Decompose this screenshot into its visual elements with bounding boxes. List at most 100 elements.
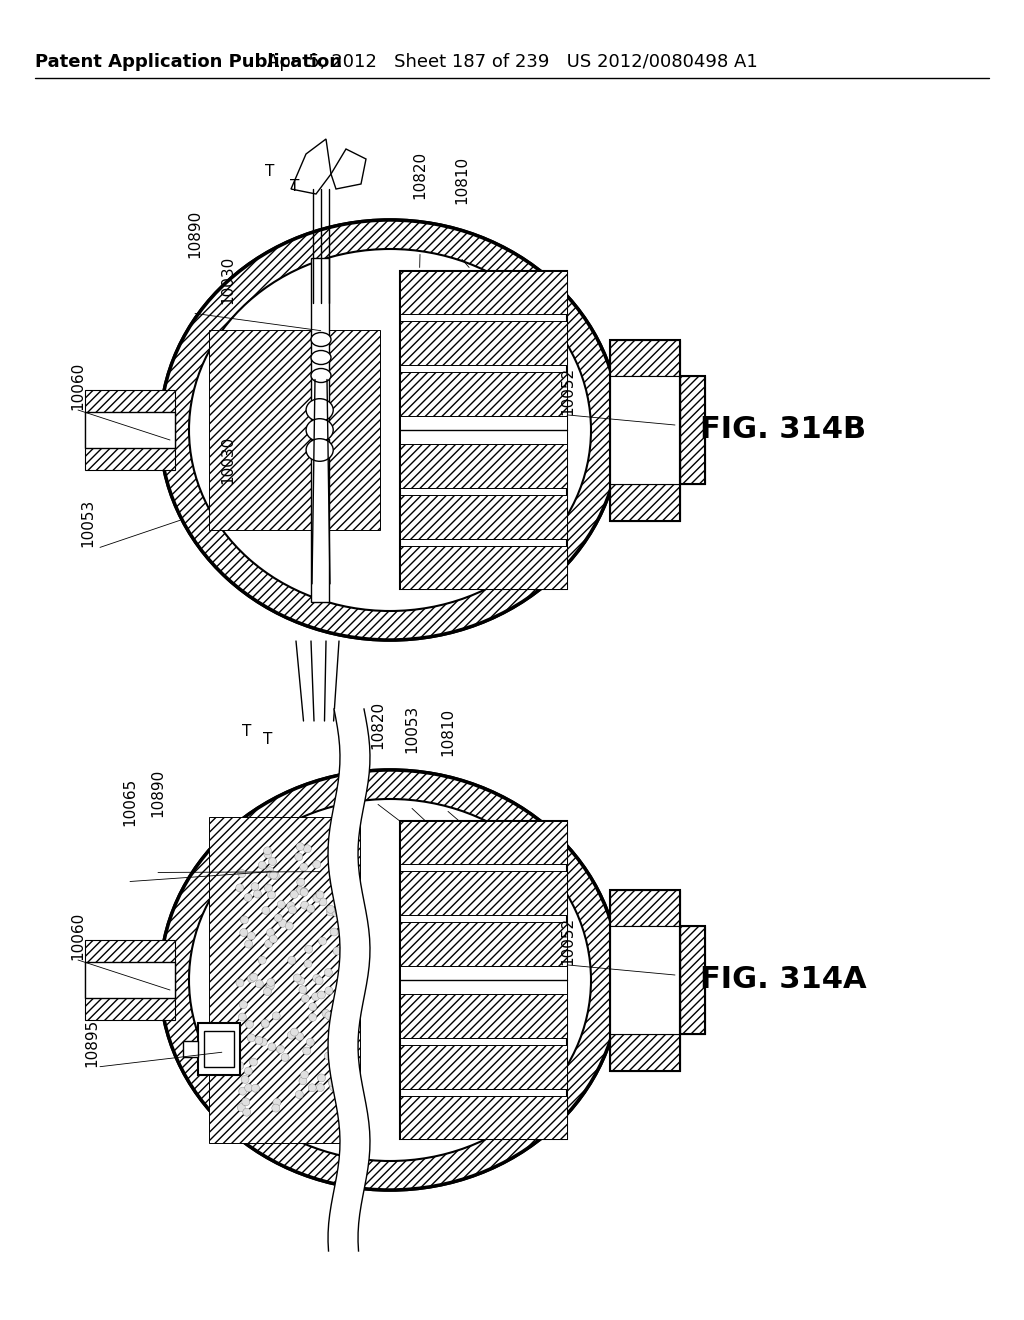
- Circle shape: [301, 994, 309, 1003]
- Polygon shape: [680, 925, 705, 1035]
- Circle shape: [306, 1038, 314, 1047]
- Circle shape: [311, 993, 319, 1001]
- Text: 10030: 10030: [220, 255, 236, 304]
- Ellipse shape: [311, 351, 331, 364]
- Circle shape: [318, 898, 327, 906]
- Circle shape: [295, 1090, 303, 1098]
- Polygon shape: [400, 271, 567, 589]
- Circle shape: [258, 956, 266, 964]
- Polygon shape: [610, 339, 680, 376]
- Text: T: T: [243, 725, 252, 739]
- Ellipse shape: [306, 438, 333, 461]
- Polygon shape: [400, 923, 567, 965]
- Circle shape: [250, 973, 258, 981]
- Polygon shape: [85, 962, 175, 998]
- Circle shape: [299, 986, 307, 994]
- Circle shape: [268, 858, 276, 866]
- Circle shape: [262, 907, 270, 915]
- Ellipse shape: [160, 220, 620, 640]
- Circle shape: [327, 906, 335, 913]
- Polygon shape: [680, 376, 705, 484]
- Polygon shape: [85, 389, 175, 470]
- Circle shape: [272, 1012, 281, 1020]
- Text: FIG. 314B: FIG. 314B: [700, 416, 866, 445]
- Circle shape: [304, 960, 312, 968]
- Text: T: T: [291, 180, 300, 194]
- Circle shape: [250, 1059, 257, 1067]
- Circle shape: [333, 1051, 341, 1059]
- Polygon shape: [199, 1023, 241, 1074]
- Polygon shape: [400, 321, 567, 364]
- Polygon shape: [400, 871, 567, 915]
- Circle shape: [267, 978, 274, 986]
- Circle shape: [300, 887, 308, 895]
- Text: 10890: 10890: [187, 210, 203, 259]
- Circle shape: [268, 1043, 275, 1051]
- Circle shape: [236, 979, 244, 987]
- Polygon shape: [400, 546, 567, 589]
- Polygon shape: [85, 412, 175, 447]
- Polygon shape: [400, 965, 567, 994]
- Text: 10810: 10810: [455, 156, 469, 205]
- Circle shape: [325, 986, 333, 995]
- Circle shape: [279, 919, 287, 928]
- Text: 10065: 10065: [123, 779, 137, 826]
- Polygon shape: [400, 416, 567, 445]
- Text: Patent Application Publication: Patent Application Publication: [35, 53, 342, 71]
- Circle shape: [322, 1010, 330, 1018]
- Circle shape: [254, 890, 261, 898]
- Text: 10053: 10053: [404, 705, 420, 754]
- Circle shape: [261, 1020, 269, 1028]
- Circle shape: [330, 1084, 338, 1092]
- Polygon shape: [400, 372, 567, 416]
- Circle shape: [293, 974, 301, 982]
- Circle shape: [258, 861, 266, 869]
- Circle shape: [290, 891, 298, 899]
- Circle shape: [288, 1031, 295, 1039]
- Circle shape: [271, 1104, 280, 1111]
- Ellipse shape: [160, 770, 620, 1191]
- Circle shape: [332, 908, 340, 916]
- Circle shape: [327, 908, 335, 916]
- Ellipse shape: [306, 399, 333, 421]
- Circle shape: [247, 1034, 255, 1041]
- Circle shape: [330, 928, 338, 936]
- Circle shape: [245, 940, 253, 948]
- Circle shape: [264, 884, 272, 892]
- Circle shape: [266, 982, 274, 990]
- Circle shape: [325, 1011, 333, 1019]
- Polygon shape: [400, 994, 567, 1038]
- Circle shape: [315, 977, 324, 985]
- Circle shape: [295, 853, 303, 861]
- Circle shape: [251, 883, 259, 891]
- Circle shape: [308, 1014, 316, 1022]
- Circle shape: [303, 845, 311, 853]
- Circle shape: [330, 878, 337, 886]
- Circle shape: [255, 1036, 263, 1044]
- Circle shape: [269, 871, 278, 879]
- Circle shape: [246, 1020, 254, 1028]
- Circle shape: [236, 1061, 244, 1069]
- Circle shape: [245, 1084, 253, 1092]
- Circle shape: [278, 900, 286, 908]
- Circle shape: [248, 932, 255, 940]
- Circle shape: [289, 906, 297, 913]
- Polygon shape: [400, 495, 567, 539]
- Polygon shape: [610, 1035, 680, 1071]
- Polygon shape: [291, 139, 331, 194]
- Circle shape: [240, 1001, 248, 1008]
- Circle shape: [297, 878, 305, 886]
- Ellipse shape: [189, 249, 591, 611]
- Circle shape: [264, 850, 272, 858]
- Circle shape: [264, 940, 272, 948]
- Text: 10820: 10820: [413, 152, 427, 199]
- Circle shape: [252, 1084, 259, 1092]
- Ellipse shape: [311, 368, 331, 383]
- Circle shape: [276, 1045, 285, 1053]
- Text: 10810: 10810: [440, 709, 456, 756]
- Circle shape: [305, 945, 312, 953]
- Circle shape: [266, 928, 274, 936]
- Polygon shape: [610, 376, 680, 484]
- Circle shape: [269, 935, 278, 942]
- Circle shape: [255, 979, 263, 987]
